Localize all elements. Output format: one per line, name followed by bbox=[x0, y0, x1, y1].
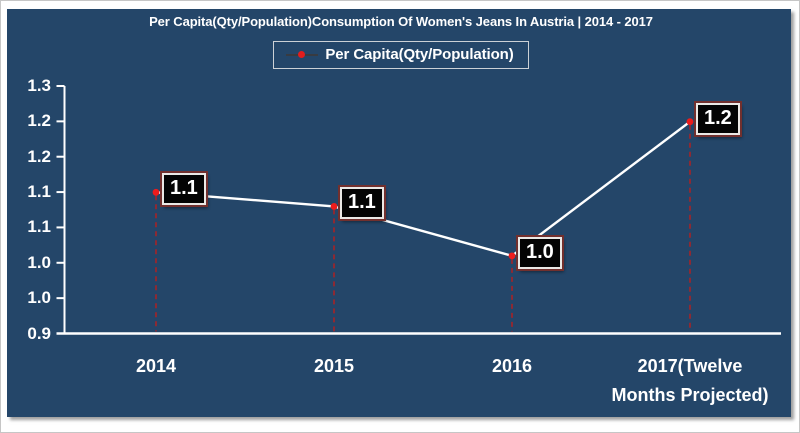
x-axis-label: 2017(Twelve Months Projected) bbox=[611, 356, 769, 405]
y-tick-label: 1.1 bbox=[27, 182, 51, 202]
y-tick-label: 1.1 bbox=[27, 217, 51, 237]
legend-label: Per Capita(Qty/Population) bbox=[325, 46, 514, 63]
y-tick-label: 0.9 bbox=[27, 323, 51, 343]
y-tick-label: 1.0 bbox=[27, 252, 51, 272]
data-point-marker bbox=[330, 203, 338, 210]
y-tick-label: 1.0 bbox=[27, 288, 51, 308]
legend-red-dot-icon bbox=[298, 51, 306, 58]
data-label: 1.0 bbox=[518, 236, 562, 269]
data-point-marker bbox=[152, 188, 160, 196]
data-point-marker bbox=[686, 118, 694, 126]
data-label: 1.2 bbox=[696, 102, 740, 135]
chart-title: Per Capita(Qty/Population)Consumption Of… bbox=[149, 14, 653, 29]
data-point-marker bbox=[508, 252, 516, 260]
y-tick-label: 1.3 bbox=[27, 76, 51, 95]
x-axis-label: 2014 bbox=[135, 356, 177, 376]
series-line bbox=[155, 120, 691, 258]
legend-wrap: Per Capita(Qty/Population) bbox=[1, 41, 799, 69]
legend: Per Capita(Qty/Population) bbox=[273, 41, 529, 69]
y-tick-label: 1.2 bbox=[27, 111, 51, 131]
data-label: 1.1 bbox=[162, 173, 206, 206]
chart-panel bbox=[7, 9, 791, 417]
x-axis-label: 2015 bbox=[313, 356, 355, 376]
data-label: 1.1 bbox=[340, 187, 384, 220]
legend-line-marker-icon bbox=[286, 51, 319, 58]
x-axis-label: 2016 bbox=[491, 356, 533, 376]
y-tick-label: 1.2 bbox=[27, 146, 51, 166]
